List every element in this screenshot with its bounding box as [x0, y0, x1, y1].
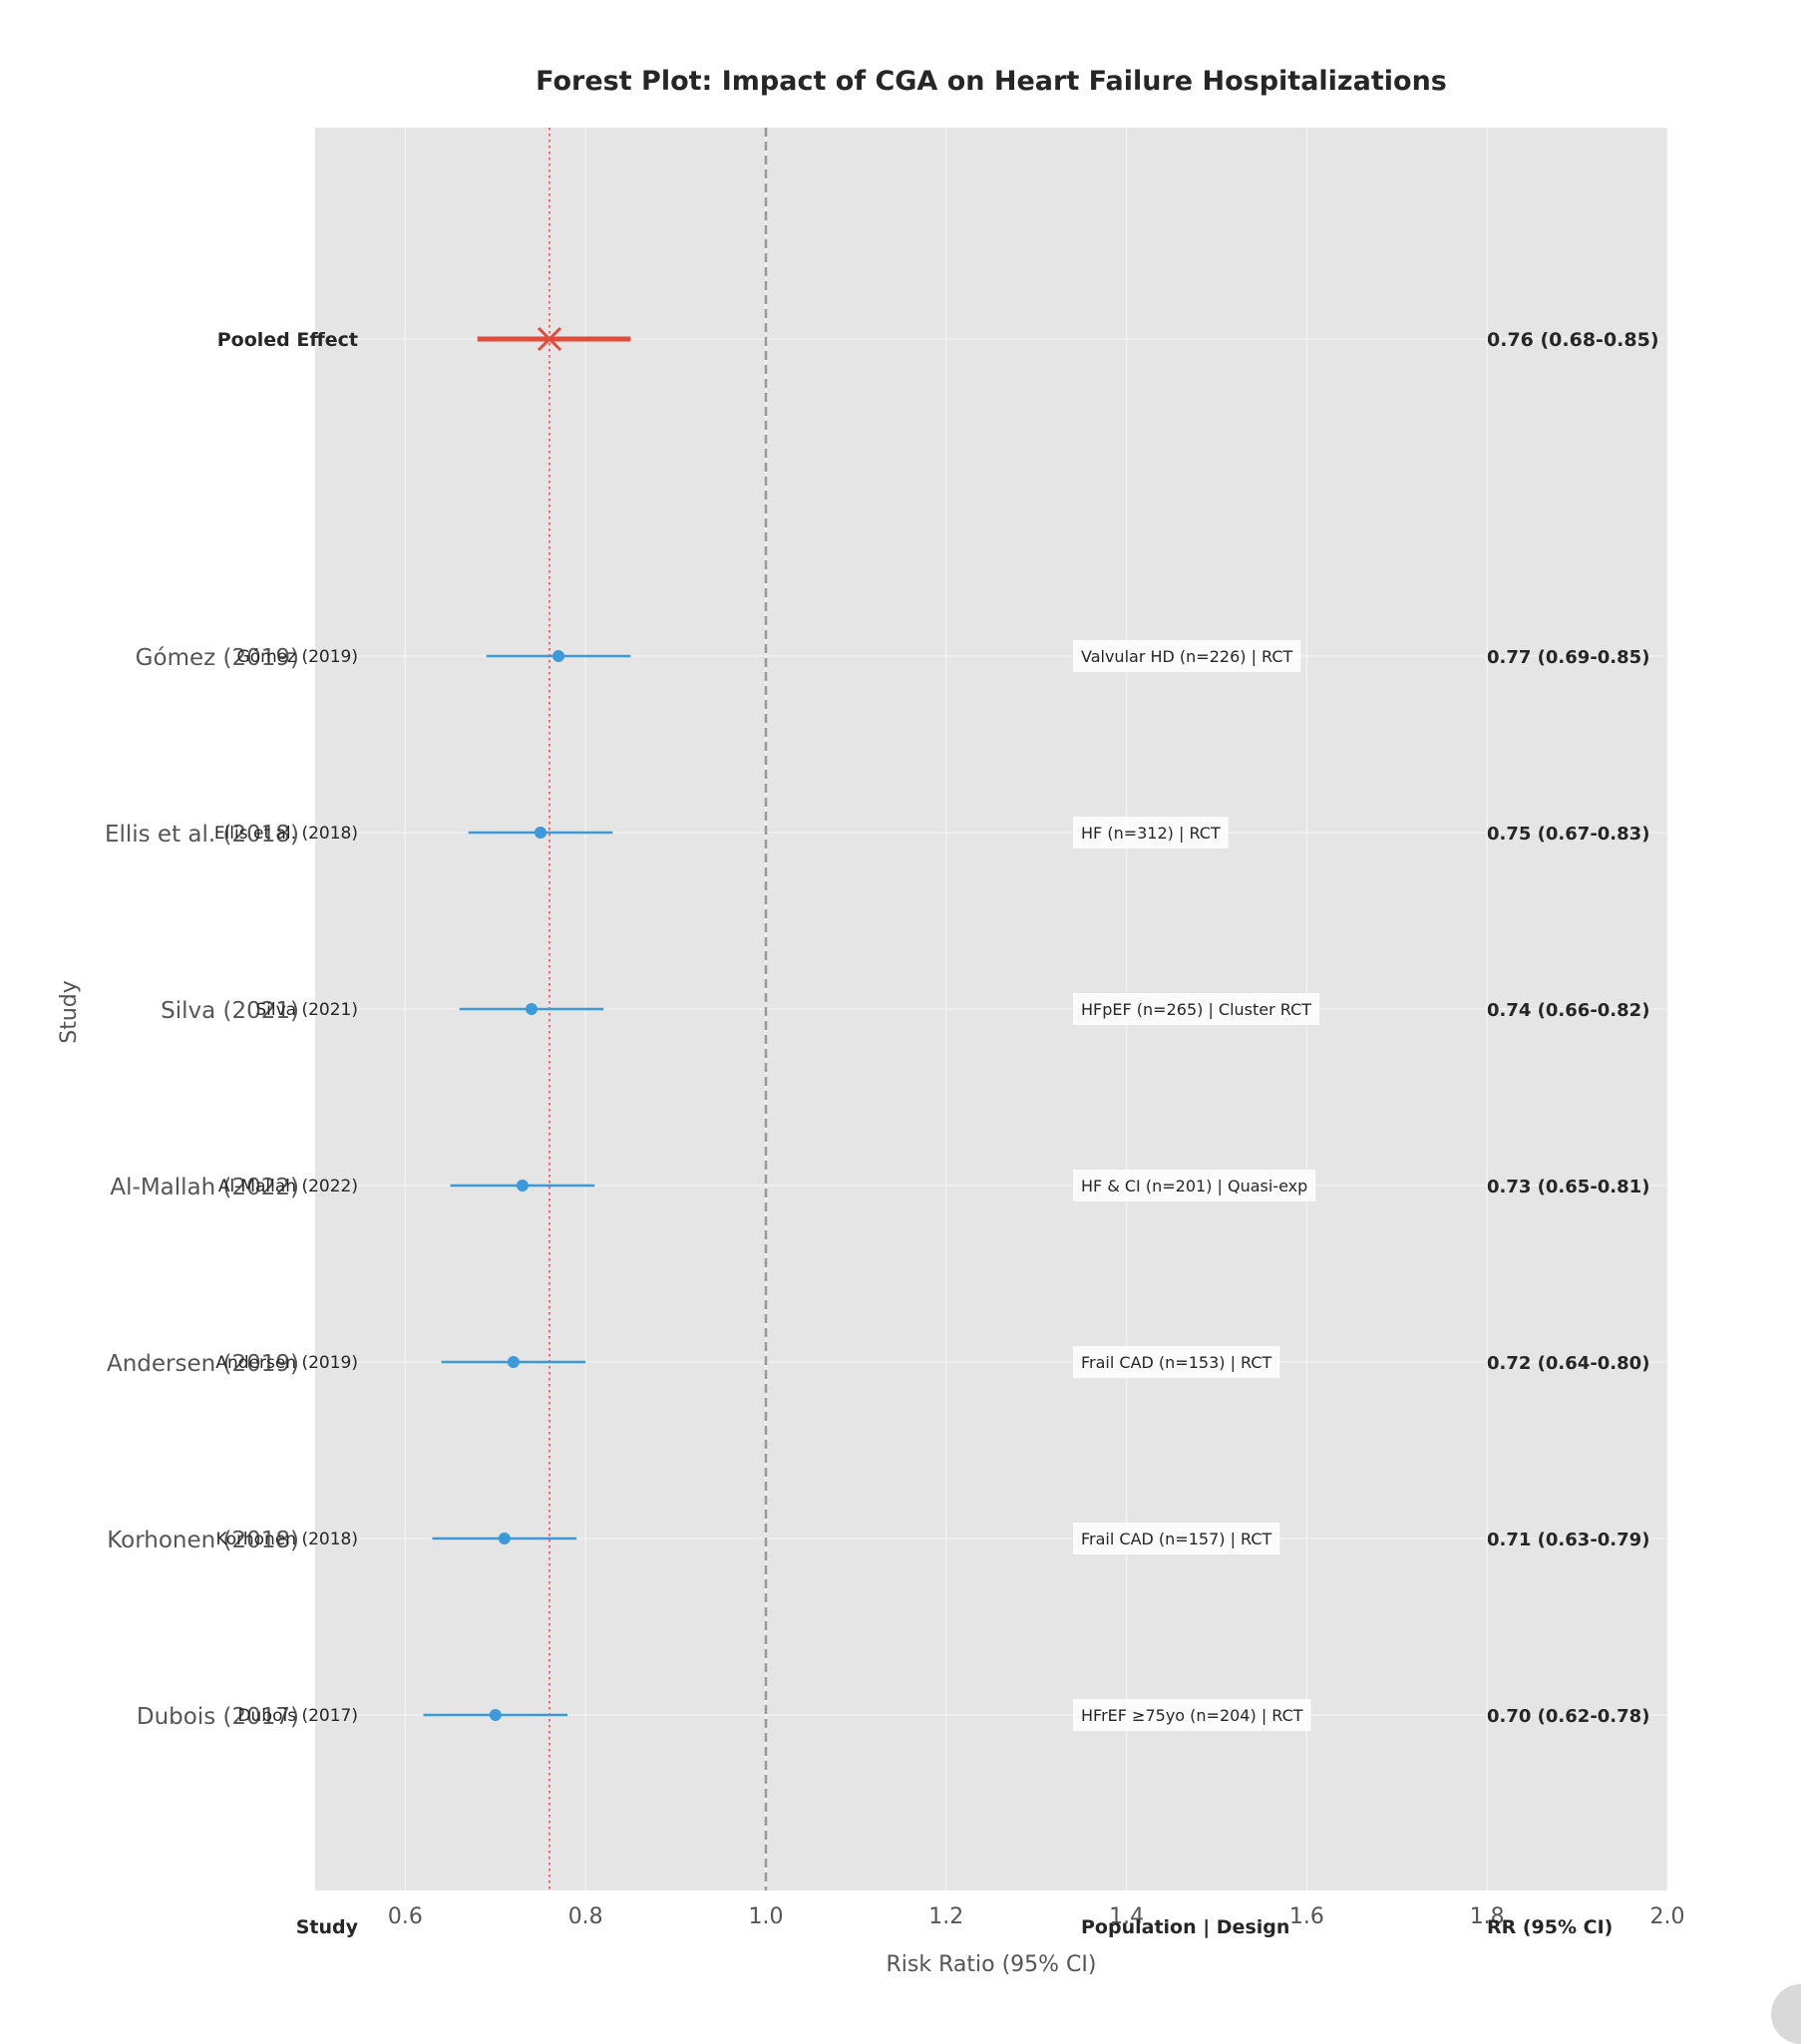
study-estimate-point	[525, 1003, 538, 1015]
population-box	[1073, 993, 1320, 1025]
study-marks: Pooled Effect 0.76 (0.68-0.85) Gómez (2019…	[105, 326, 1659, 1731]
study-rr-text: 0.72 (0.64-0.80)	[1487, 1353, 1649, 1374]
population-annotation: HFpEF (n=265) | Cluster RCT	[1073, 993, 1320, 1025]
population-box	[1073, 1170, 1316, 1201]
x-tick-label: 1.6	[1289, 1904, 1324, 1929]
pooled-rr-text: 0.76 (0.68-0.85)	[1487, 329, 1659, 351]
y-tick-label: Dubois (2017)	[137, 1704, 299, 1730]
study-rr-text: 0.77 (0.69-0.85)	[1487, 647, 1649, 668]
y-tick-label: Silva (2021)	[161, 998, 299, 1024]
x-tick-label: 0.8	[568, 1904, 603, 1929]
population-annotation: Frail CAD (n=157) | RCT	[1073, 1523, 1280, 1554]
population-text: Frail CAD (n=157) | RCT	[1081, 1530, 1272, 1548]
population-text: HF & CI (n=201) | Quasi-exp	[1081, 1177, 1307, 1195]
x-tick-label: 1.2	[928, 1904, 963, 1929]
y-tick-label: Andersen (2019)	[107, 1351, 299, 1377]
population-annotation: HF (n=312) | RCT	[1073, 817, 1229, 849]
study-rr-text: 0.75 (0.67-0.83)	[1487, 824, 1649, 845]
x-tick-label: 0.6	[388, 1904, 423, 1929]
population-text: HFpEF (n=265) | Cluster RCT	[1081, 1000, 1311, 1019]
y-tick-label: Al-Mallah (2022)	[110, 1175, 299, 1200]
population-box	[1073, 1699, 1311, 1731]
pooled-label: Pooled Effect	[217, 329, 358, 351]
population-annotation: HFrEF ≥75yo (n=204) | RCT	[1073, 1699, 1311, 1731]
population-box	[1073, 1523, 1280, 1554]
x-axis-ticks: 0.6 0.8 1.0 1.2 1.4 1.6 1.8 2.0	[388, 1904, 1685, 1929]
column-header-rr: RR (95% CI)	[1487, 1916, 1613, 1938]
study-name-label: Silva (2021)	[255, 1000, 358, 1020]
column-header-study: Study	[296, 1916, 359, 1938]
y-tick-label: Ellis et al. (2018)	[105, 822, 299, 848]
study-estimate-point	[507, 1356, 520, 1368]
study-name-label: Al-Mallah (2022)	[218, 1177, 358, 1196]
population-box	[1073, 1346, 1280, 1378]
study-estimate-point	[498, 1533, 511, 1544]
study-rr-text: 0.74 (0.66-0.82)	[1487, 1000, 1649, 1021]
study-name-label: Andersen (2019)	[215, 1353, 358, 1373]
study-estimate-point	[552, 650, 565, 662]
population-annotation: HF & CI (n=201) | Quasi-exp	[1073, 1170, 1316, 1201]
population-box	[1073, 817, 1229, 849]
study-estimate-point	[489, 1709, 502, 1721]
y-axis-label: Study	[57, 980, 82, 1044]
pooled-estimate-marker	[537, 326, 562, 352]
x-tick-label: 1.8	[1470, 1904, 1505, 1929]
study-rr-text: 0.73 (0.65-0.81)	[1487, 1177, 1649, 1197]
study-name-label: Ellis et al. (2018)	[214, 824, 358, 844]
study-estimate-point	[516, 1180, 529, 1192]
study-rr-text: 0.71 (0.63-0.79)	[1487, 1530, 1649, 1550]
population-text: Frail CAD (n=153) | RCT	[1081, 1353, 1272, 1372]
y-tick-label: Korhonen (2018)	[107, 1528, 299, 1553]
column-header-population: Population | Design	[1081, 1916, 1289, 1938]
study-name-label: Dubois (2017)	[237, 1706, 358, 1726]
population-box	[1073, 640, 1301, 672]
study-name-label: Gómez (2019)	[237, 647, 358, 667]
x-tick-label: 2.0	[1650, 1904, 1685, 1929]
study-rr-text: 0.70 (0.62-0.78)	[1487, 1706, 1649, 1727]
study-estimate-point	[535, 827, 546, 839]
x-axis-label: Risk Ratio (95% CI)	[887, 1952, 1097, 1977]
y-tick-label: Gómez (2019)	[136, 645, 299, 671]
population-annotation: Valvular HD (n=226) | RCT	[1073, 640, 1301, 672]
population-annotation: Frail CAD (n=153) | RCT	[1073, 1346, 1280, 1378]
population-text: Valvular HD (n=226) | RCT	[1081, 647, 1293, 666]
x-tick-label: 1.4	[1109, 1904, 1144, 1929]
chart-title: Forest Plot: Impact of CGA on Heart Fail…	[536, 66, 1447, 97]
population-text: HF (n=312) | RCT	[1081, 824, 1221, 843]
x-tick-label: 1.0	[749, 1904, 784, 1929]
study-name-label: Korhonen (2018)	[215, 1530, 358, 1549]
population-text: HFrEF ≥75yo (n=204) | RCT	[1081, 1706, 1303, 1725]
